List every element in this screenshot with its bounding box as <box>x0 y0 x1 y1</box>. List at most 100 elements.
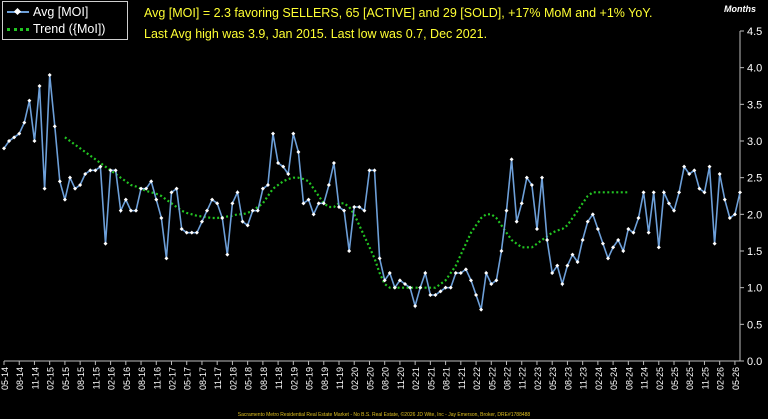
avg-moi-point <box>118 208 123 213</box>
avg-moi-point <box>27 98 32 103</box>
avg-moi-point <box>738 190 742 195</box>
chart-legend: Avg [MOI] Trend ({MoI]) <box>2 1 128 40</box>
trend-series <box>64 136 629 289</box>
avg-moi-point <box>524 175 529 180</box>
x-tick-label: 02-15 <box>46 367 56 390</box>
avg-moi-point <box>387 271 392 275</box>
avg-moi-point <box>727 216 732 220</box>
avg-moi-point <box>225 252 230 257</box>
avg-moi-point <box>717 172 722 176</box>
avg-moi-point <box>32 139 37 143</box>
x-tick-label: 08-22 <box>503 367 513 390</box>
avg-moi-point <box>448 285 453 290</box>
legend-item-avg-moi: Avg [MOI] <box>7 4 88 20</box>
avg-moi-point <box>606 256 611 261</box>
chart-axes <box>4 31 741 362</box>
avg-moi-point <box>12 135 17 140</box>
avg-moi-point <box>616 238 621 242</box>
avg-moi-point <box>194 230 199 235</box>
footer-credit: Sacramento Metro Residential Real Estate… <box>237 412 531 418</box>
avg-moi-point <box>646 230 651 235</box>
avg-moi-point <box>580 238 585 242</box>
avg-moi-point <box>245 223 250 228</box>
y-axis-unit-label: Months <box>724 4 756 14</box>
x-tick-label: 05-21 <box>426 367 436 390</box>
avg-moi-point <box>438 289 443 294</box>
x-tick-label: 05-22 <box>487 367 497 390</box>
avg-moi-point <box>540 175 545 180</box>
avg-moi-point <box>712 241 717 246</box>
avg-moi-point <box>585 219 590 224</box>
avg-moi-point <box>392 285 397 290</box>
avg-moi-point <box>595 227 600 231</box>
avg-moi-point <box>67 175 72 180</box>
y-tick-label: 4.0 <box>747 63 762 75</box>
avg-moi-point <box>484 271 489 275</box>
x-tick-label: 11-17 <box>213 367 223 389</box>
avg-moi-point <box>342 208 347 213</box>
avg-moi-point <box>88 168 93 173</box>
avg-moi-point <box>692 168 697 173</box>
avg-moi-point <box>286 172 291 176</box>
x-tick-label: 08-15 <box>76 367 86 390</box>
avg-moi-line <box>3 74 741 310</box>
avg-moi-point <box>179 227 184 231</box>
avg-moi-point <box>139 186 144 191</box>
x-tick-label: 02-20 <box>350 367 360 390</box>
trend-line <box>64 136 629 289</box>
avg-moi-point <box>697 186 702 191</box>
avg-moi-point <box>37 84 42 88</box>
avg-moi-point <box>321 201 326 206</box>
y-tick-label: 3.5 <box>747 99 762 111</box>
avg-moi-point <box>372 168 377 173</box>
avg-moi-point <box>575 260 580 264</box>
avg-moi-point <box>707 164 712 169</box>
avg-moi-point <box>590 212 595 217</box>
avg-moi-point <box>656 245 661 250</box>
legend-label-avg-moi: Avg [MOI] <box>33 5 89 19</box>
x-tick-label: 08-19 <box>320 367 330 390</box>
avg-moi-point <box>108 168 113 173</box>
avg-moi-point <box>123 197 128 202</box>
avg-moi-point <box>306 197 311 202</box>
y-tick-label: 0.0 <box>747 356 762 368</box>
x-tick-label: 05-24 <box>609 367 619 390</box>
x-tick-label: 08-14 <box>15 367 25 390</box>
avg-moi-point <box>205 208 210 213</box>
avg-moi-point <box>621 249 626 253</box>
headline-summary: Avg [MOI] = 2.3 favoring SELLERS, 65 [AC… <box>144 6 653 20</box>
avg-moi-point <box>499 249 504 253</box>
x-tick-label: 02-25 <box>655 367 665 390</box>
avg-moi-point <box>250 208 255 213</box>
avg-moi-point <box>260 186 265 191</box>
x-tick-label: 11-24 <box>640 367 650 389</box>
avg-moi-point <box>600 241 605 246</box>
y-tick-label: 3.0 <box>747 136 762 148</box>
avg-moi-point <box>458 271 463 275</box>
x-tick-label: 08-20 <box>381 367 391 390</box>
avg-moi-point <box>7 139 12 143</box>
trend-swatch <box>7 24 29 34</box>
avg-moi-point <box>230 201 235 206</box>
avg-moi-point <box>509 157 514 162</box>
avg-moi-point <box>682 164 687 169</box>
x-tick-label: 08-23 <box>563 367 573 390</box>
avg-moi-point <box>474 293 479 297</box>
x-tick-label: 08-17 <box>198 367 208 390</box>
x-tick-label: 05-23 <box>548 367 558 390</box>
avg-moi-point <box>631 230 636 235</box>
avg-moi-point <box>331 161 336 165</box>
avg-moi-point <box>57 179 62 184</box>
x-tick-label: 11-15 <box>91 367 101 389</box>
avg-moi-point <box>641 190 646 195</box>
x-tick-label: 05-26 <box>731 367 741 390</box>
avg-moi-point <box>560 282 565 286</box>
avg-moi-point <box>311 212 316 217</box>
x-tick-label: 08-21 <box>442 367 452 390</box>
avg-moi-point <box>677 190 682 195</box>
avg-moi-point <box>133 208 138 213</box>
avg-moi-point <box>565 263 570 268</box>
avg-moi-point <box>611 245 616 250</box>
avg-moi-point <box>413 304 418 308</box>
